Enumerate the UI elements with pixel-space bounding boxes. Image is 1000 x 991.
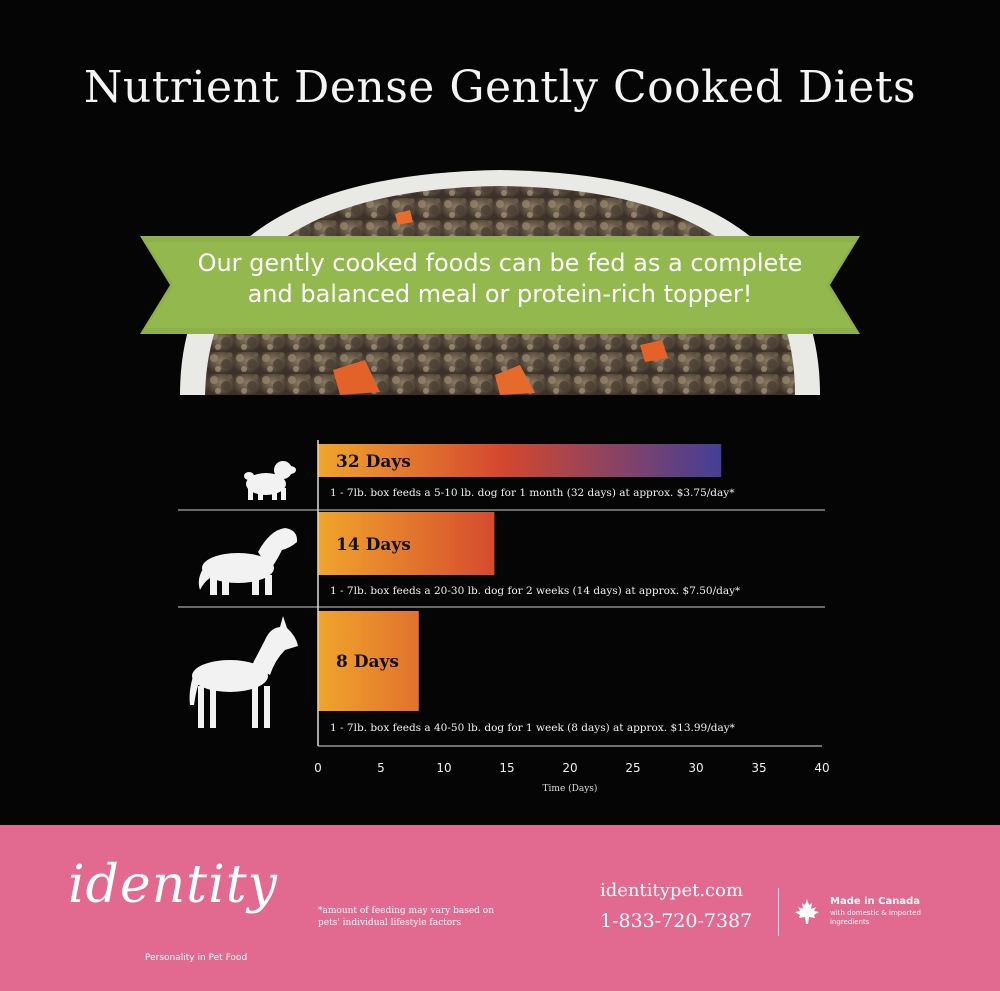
made-in-canada-sub: with domestic & imported ingredients [830,909,921,926]
food-bowl-image [180,170,820,395]
x-tick-label: 15 [499,761,514,775]
bar-small-dog [318,444,722,477]
footer [0,825,1000,991]
made-in-canada: Made in Canada [830,896,921,907]
banner-ribbon [140,236,860,334]
footer-divider [778,888,779,936]
bar-note: 1 - 7lb. box feeds a 40-50 lb. dog for 1… [330,722,736,734]
bar-label: 32 Days [336,452,411,472]
bar-label: 14 Days [336,535,411,555]
large-dog-icon [189,616,298,728]
banner-line-1: Our gently cooked foods can be fed as a … [197,249,803,277]
page-title: Nutrient Dense Gently Cooked Diets [83,62,917,113]
maple-leaf-icon [795,899,819,924]
disclaimer-line-2: pets' individual lifestyle factors [318,918,462,928]
x-tick-label: 30 [688,761,703,775]
brand-tagline: Personality in Pet Food [145,953,248,963]
x-tick-label: 40 [814,761,829,775]
bar-note: 1 - 7lb. box feeds a 20-30 lb. dog for 2… [330,585,741,597]
x-tick-label: 35 [751,761,766,775]
x-tick-label: 25 [625,761,640,775]
x-tick-label: 5 [377,761,385,775]
small-dog-icon [244,461,296,500]
bar-medium-dog [318,512,495,575]
medium-dog-icon [198,528,298,595]
feeding-duration-chart: 32 Days 1 - 7lb. box feeds a 5-10 lb. dog… [178,440,830,794]
banner-line-2: and balanced meal or protein-rich topper… [247,280,753,308]
x-tick-label: 20 [562,761,577,775]
x-tick-label: 0 [314,761,322,775]
bar-large-dog [318,611,419,711]
x-axis-label: Time (Days) [543,783,598,794]
website-link[interactable]: identitypet.com [600,880,744,901]
bar-note: 1 - 7lb. box feeds a 5-10 lb. dog for 1 … [330,487,735,499]
phone-number[interactable]: 1-833-720-7387 [600,910,753,932]
banner-text: Our gently cooked foods can be fed as a … [150,248,850,310]
x-tick-label: 10 [436,761,451,775]
disclaimer-line-1: *amount of feeding may vary based on [318,906,494,916]
brand-logo: identity [68,855,278,915]
bar-label: 8 Days [336,652,399,672]
feeding-disclaimer: *amount of feeding may vary based on pet… [318,905,558,929]
